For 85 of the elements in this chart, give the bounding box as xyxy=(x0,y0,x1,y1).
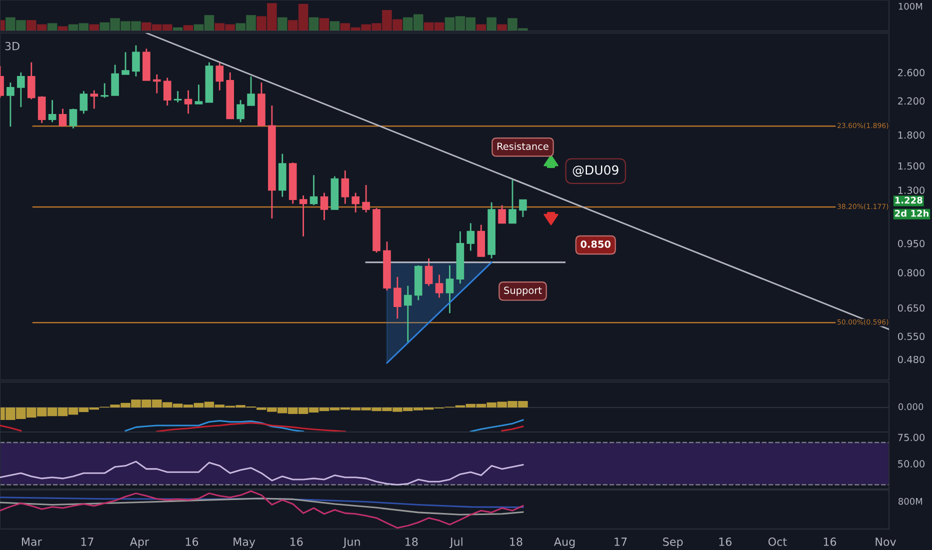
y-tick-label: 1.800 xyxy=(898,131,925,139)
bar xyxy=(497,24,507,31)
annotation: @DU09 xyxy=(572,165,618,177)
x-tick-label: 18 xyxy=(406,538,418,546)
x-tick-label: 18 xyxy=(510,538,522,546)
bar xyxy=(47,23,58,31)
candlestick xyxy=(163,77,172,106)
text: 1.228 xyxy=(895,196,922,204)
candlestick xyxy=(424,258,433,287)
x-tick-label: 16 xyxy=(719,538,732,546)
annotation: 0.850 xyxy=(580,240,611,248)
bar xyxy=(486,17,496,31)
bar xyxy=(330,21,340,31)
x-tick-label: Apr xyxy=(130,538,150,548)
x-tick-label: Aug xyxy=(554,538,575,548)
candlestick xyxy=(216,62,224,92)
candlestick xyxy=(111,64,119,96)
candlestick xyxy=(27,62,36,100)
bar xyxy=(183,25,194,31)
bar xyxy=(319,18,330,31)
candlestick xyxy=(38,96,46,124)
candlestick xyxy=(519,198,527,218)
y-tick-label: 2.200 xyxy=(898,97,925,105)
text: 800M xyxy=(898,498,922,505)
bar xyxy=(89,24,100,31)
candlestick xyxy=(466,222,475,252)
y-tick-label: 0.480 xyxy=(898,356,925,364)
y-tick-label: 0.550 xyxy=(898,332,925,340)
y-tick-label: 2.600 xyxy=(898,68,925,76)
x-tick-label: 17 xyxy=(81,538,94,546)
y-tick-label: 0.950 xyxy=(898,240,925,248)
x-tick-label: 17 xyxy=(614,538,627,546)
x-tick-label: Oct xyxy=(768,538,787,546)
candlestick xyxy=(184,90,192,114)
y-tick-label: 50.00 xyxy=(898,460,925,468)
candlestick xyxy=(69,108,78,130)
candlestick xyxy=(435,274,444,298)
candlestick xyxy=(394,276,402,320)
bar xyxy=(476,24,486,31)
text: 100M xyxy=(898,2,922,10)
candlestick xyxy=(152,74,161,94)
bar xyxy=(278,17,288,31)
candlestick xyxy=(247,76,255,106)
x-tick-label: Nov xyxy=(876,538,896,546)
candlestick xyxy=(236,99,244,123)
candlestick xyxy=(58,108,67,128)
text: 2d 12h xyxy=(895,210,929,217)
bar xyxy=(308,17,319,31)
x-tick-label: 16 xyxy=(824,538,836,546)
candlestick xyxy=(498,204,506,224)
y-tick-label: 1.300 xyxy=(898,186,925,194)
candlestick xyxy=(17,72,25,108)
candlestick xyxy=(48,99,56,123)
candlestick xyxy=(404,285,412,344)
x-tick-label: Sep xyxy=(663,538,683,548)
candlestick xyxy=(352,192,360,214)
x-tick-label: 16 xyxy=(186,538,198,546)
x-tick-label: Jun xyxy=(342,538,360,548)
candlestick xyxy=(174,90,182,104)
candlestick xyxy=(90,90,98,110)
x-tick-label: 16 xyxy=(290,538,303,546)
candlestick xyxy=(6,82,14,128)
candlestick xyxy=(80,90,88,114)
y-tick-label: 75.00 xyxy=(898,434,925,442)
candlestick xyxy=(341,170,350,204)
x-tick-label: May xyxy=(234,538,256,548)
candlestick xyxy=(362,184,370,214)
y-tick-label: 0.800 xyxy=(898,269,925,276)
candlestick xyxy=(299,194,308,238)
candlestick xyxy=(132,44,140,78)
candlestick xyxy=(320,192,328,221)
candlestick xyxy=(508,179,516,224)
text: 0.000 xyxy=(898,403,924,410)
annotation: Support xyxy=(504,286,542,296)
candlestick xyxy=(194,84,203,105)
y-tick-label: 0.650 xyxy=(898,304,925,312)
candlestick xyxy=(446,264,454,314)
annotation: Resistance xyxy=(497,142,548,150)
candlestick xyxy=(122,51,130,76)
candlestick xyxy=(100,82,108,98)
text: 3D xyxy=(5,42,20,50)
x-tick-label: Jul xyxy=(449,537,462,548)
candlestick xyxy=(310,174,318,206)
y-tick-label: 1.500 xyxy=(898,162,925,170)
x-tick-label: Mar xyxy=(22,538,42,546)
